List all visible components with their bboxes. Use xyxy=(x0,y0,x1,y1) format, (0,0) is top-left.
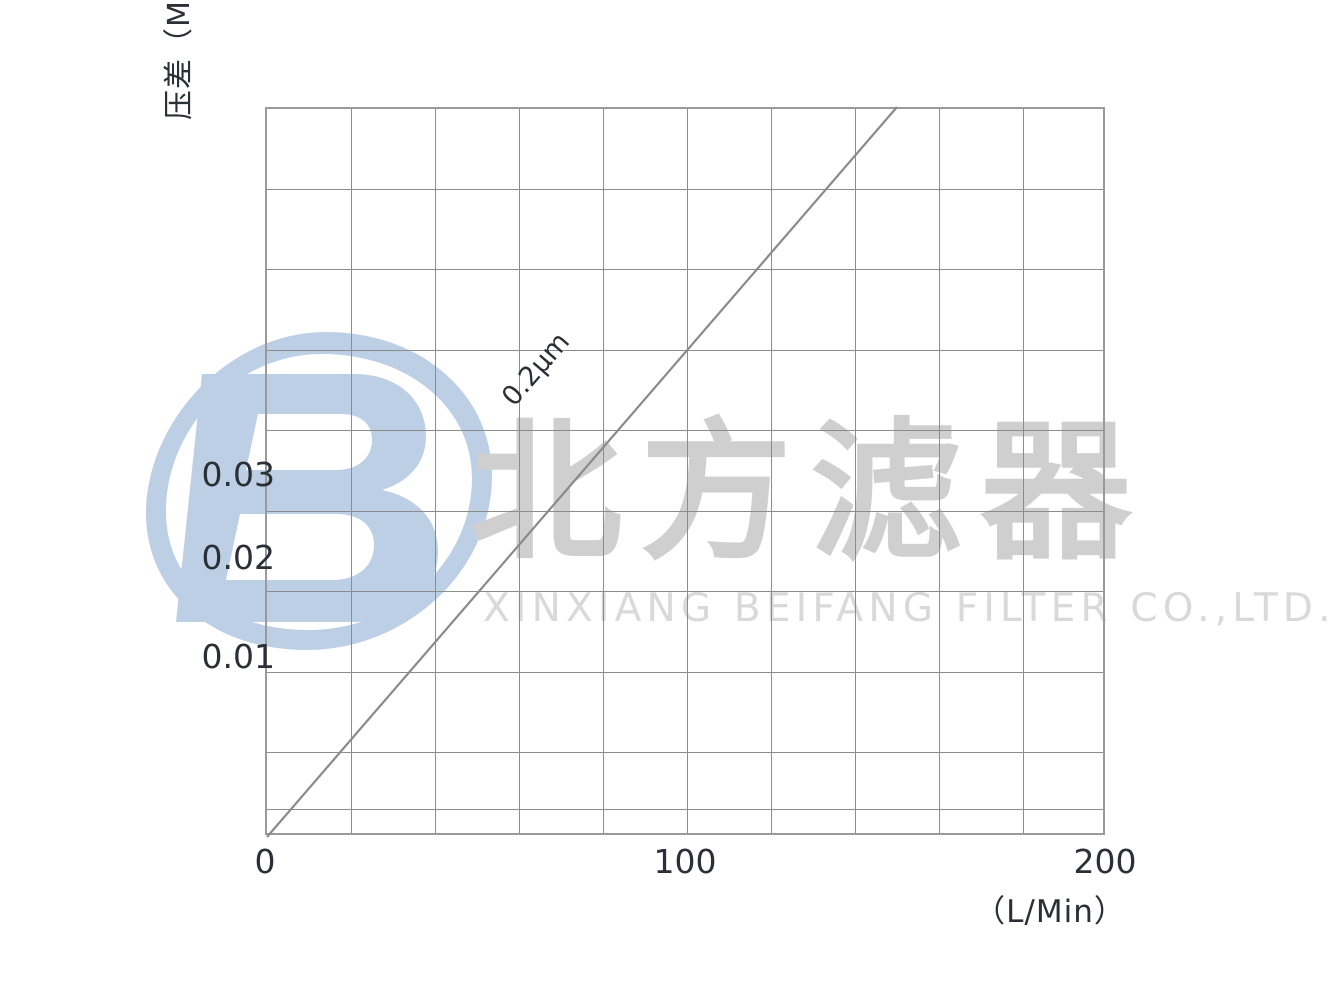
gridline-horizontal xyxy=(267,591,1103,593)
x-tick-label-0: 0 xyxy=(254,842,276,881)
gridline-horizontal xyxy=(267,350,1103,352)
y-tick-label-0p03: 0.03 xyxy=(201,455,275,494)
plot-area xyxy=(265,106,1105,838)
gridline-horizontal xyxy=(267,189,1103,191)
gridline-vertical xyxy=(687,109,689,833)
gridline-vertical xyxy=(519,109,521,833)
gridline-vertical xyxy=(771,109,773,833)
x-tick-label-200: 200 xyxy=(1073,842,1137,881)
gridline-vertical xyxy=(855,109,857,833)
gridline-vertical xyxy=(1023,109,1025,833)
series-line-0p2um xyxy=(266,106,898,838)
x-axis-unit: （L/Min） xyxy=(974,894,1126,930)
gridline-vertical xyxy=(939,109,941,833)
y-tick-label-0p02: 0.02 xyxy=(201,538,275,577)
gridline-horizontal xyxy=(267,511,1103,513)
gridline-horizontal xyxy=(267,809,1103,811)
gridline-vertical xyxy=(603,109,605,833)
y-axis-title: 压差（MPa） xyxy=(162,0,197,120)
gridline-horizontal xyxy=(267,430,1103,432)
gridline-horizontal xyxy=(267,752,1103,754)
gridline-horizontal xyxy=(267,269,1103,271)
y-tick-label-0p01: 0.01 xyxy=(201,637,275,676)
x-tick-label-100: 100 xyxy=(653,842,717,881)
gridline-horizontal xyxy=(267,672,1103,674)
